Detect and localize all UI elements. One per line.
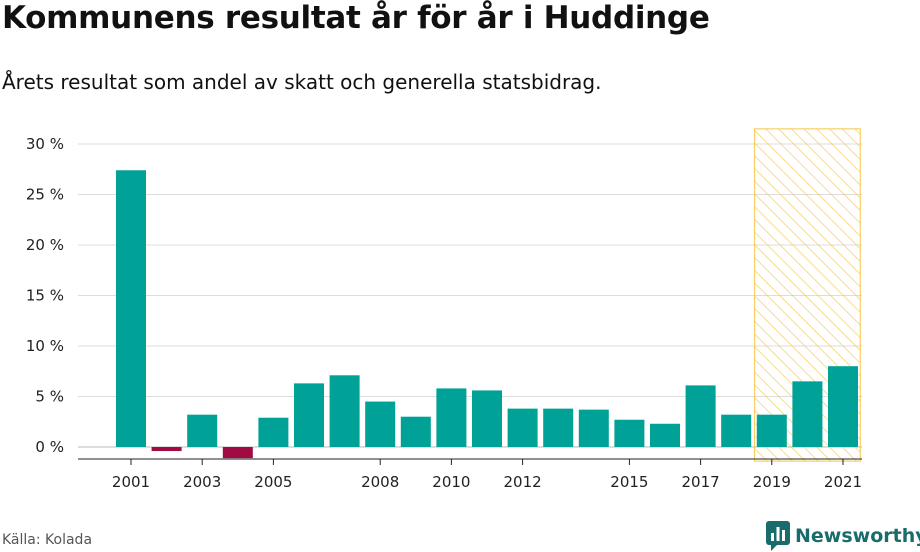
y-tick-label: 10 % [26,337,64,355]
chart-subtitle: Årets resultat som andel av skatt och ge… [2,70,602,94]
x-tick-label: 2010 [432,473,470,491]
y-tick-label: 20 % [26,236,64,254]
source-note: Källa: Kolada [2,532,93,548]
bar-2007 [329,375,360,447]
bar-2006 [294,383,324,447]
brand-name: Newsworthy [795,525,920,547]
x-tick-label: 2012 [504,473,542,491]
x-tick-label: 2015 [610,473,648,491]
bar-2002 [151,447,182,452]
bar-2003 [187,414,218,447]
bar-2005 [258,417,289,447]
y-tick-label: 25 % [26,186,64,204]
bar-2016 [650,423,680,447]
x-tick-label: 2001 [112,473,150,491]
bar-2012 [507,408,538,447]
bar-2013 [543,408,574,447]
y-tick-label: 0 % [35,438,64,456]
bar-2020 [792,381,823,447]
newsworthy-icon [766,521,790,551]
x-tick-label: 2019 [753,473,791,491]
bar-2004 [222,447,253,459]
newsworthy-logo: Newsworthy [766,521,920,551]
y-tick-label: 30 % [26,135,64,153]
chart-title: Kommunens resultat år för år i Huddinge [2,0,710,36]
x-tick-label: 2021 [824,473,862,491]
bar-2008 [365,401,396,447]
bar-2011 [472,390,502,447]
bar-2009 [400,416,431,447]
bar-2014 [578,409,609,447]
bar-2001 [116,170,146,447]
y-tick-label: 15 % [26,287,64,305]
bar-2018 [721,414,752,447]
x-tick-label: 2017 [682,473,720,491]
bar-2015 [614,419,645,447]
x-tick-label: 2008 [361,473,399,491]
y-tick-label: 5 % [35,388,64,406]
bar-2021 [828,366,858,447]
bar-2010 [436,388,467,447]
bar-2019 [756,414,787,447]
x-tick-label: 2003 [183,473,221,491]
x-tick-label: 2005 [254,473,292,491]
bar-2017 [685,385,716,447]
